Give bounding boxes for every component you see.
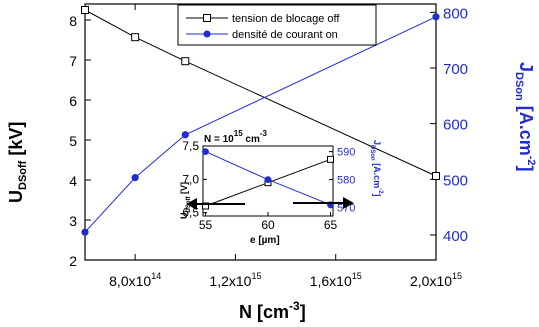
legend-label-tension: tension de blocage off [232, 13, 340, 25]
inset-y-axis-title-right: JDSon [A.cm-2] [369, 140, 383, 197]
series-line-1 [84, 16, 437, 233]
x-tick-label: 2,0x1015 [410, 271, 462, 289]
data-point-circle [181, 131, 189, 139]
inset-x-tick-label: 65 [324, 218, 338, 232]
y-left-tick-label: 4 [69, 173, 77, 189]
inset-data-point-circle [202, 148, 209, 156]
x-tick-label: 8,0x1014 [109, 271, 161, 289]
main-plot-frame [84, 3, 437, 261]
inset-y-right-tick-label: 570 [337, 203, 355, 215]
y-right-tick-label: 600 [443, 117, 468, 134]
inset-chart: 55 60 65 6,5 7,0 7,5 570 580 590 N = 1015 cm-3 e… [179, 129, 383, 246]
x-axis-title: N [cm-3] [239, 299, 306, 322]
inset-y-left-tick-label: 6,5 [182, 206, 199, 220]
y-left-tick-label: 7 [69, 53, 77, 69]
series-line-0 [84, 9, 437, 177]
inset-x-axis-title: e [µm] [250, 235, 280, 246]
y-left-tick-label: 6 [69, 93, 77, 109]
inset-y-right-tick-label: 580 [337, 175, 355, 187]
data-point-square [181, 57, 190, 66]
data-point-circle [131, 174, 139, 182]
y-right-tick-label: 800 [443, 5, 468, 22]
inset-y-right-tick-label: 590 [337, 147, 355, 159]
y-left-tick-label: 3 [69, 213, 77, 229]
inset-x-tick-label: 55 [199, 218, 213, 232]
left-axis-arrowhead [186, 198, 197, 210]
y-right-tick-label: 400 [443, 228, 468, 245]
inset-data-point-circle [264, 176, 272, 184]
y-axis-title-right: JDSon [A.cm-2] [513, 62, 537, 172]
y-left-tick-label: 2 [69, 253, 77, 269]
legend-box [177, 4, 377, 46]
legend-marker-tension [203, 14, 211, 22]
inset-y-left-tick-label: 7,0 [182, 172, 199, 186]
y-axis-title-left: UDSoff [kV] [6, 122, 29, 203]
legend-marker-densite [203, 30, 211, 38]
data-point-circle [432, 13, 440, 21]
inset-x-tick-label: 60 [261, 218, 275, 232]
legend-label-densite: densité de courant on [232, 29, 338, 41]
data-point-square [432, 172, 440, 180]
data-point-square [131, 33, 140, 42]
inset-y-left-tick-label: 7,5 [182, 139, 199, 153]
inset-title: N = 1015 cm-3 [204, 129, 268, 145]
inset-y-axis-title-left: UDSoff [V] [179, 182, 192, 219]
y-right-tick-label: 700 [443, 61, 468, 78]
y-right-tick-label: 500 [443, 172, 468, 189]
x-tick-label: 1,2x1015 [209, 271, 261, 289]
data-point-square [81, 6, 89, 14]
legend: tension de blocage off densité de couran… [177, 4, 377, 46]
y-left-tick-label: 5 [69, 133, 77, 149]
y-left-tick-label: 8 [69, 13, 77, 29]
inset-data-point-square [327, 155, 334, 163]
right-axis-arrowhead [343, 197, 354, 209]
x-tick-label: 1,6x1015 [310, 271, 362, 289]
data-point-circle [81, 228, 89, 236]
